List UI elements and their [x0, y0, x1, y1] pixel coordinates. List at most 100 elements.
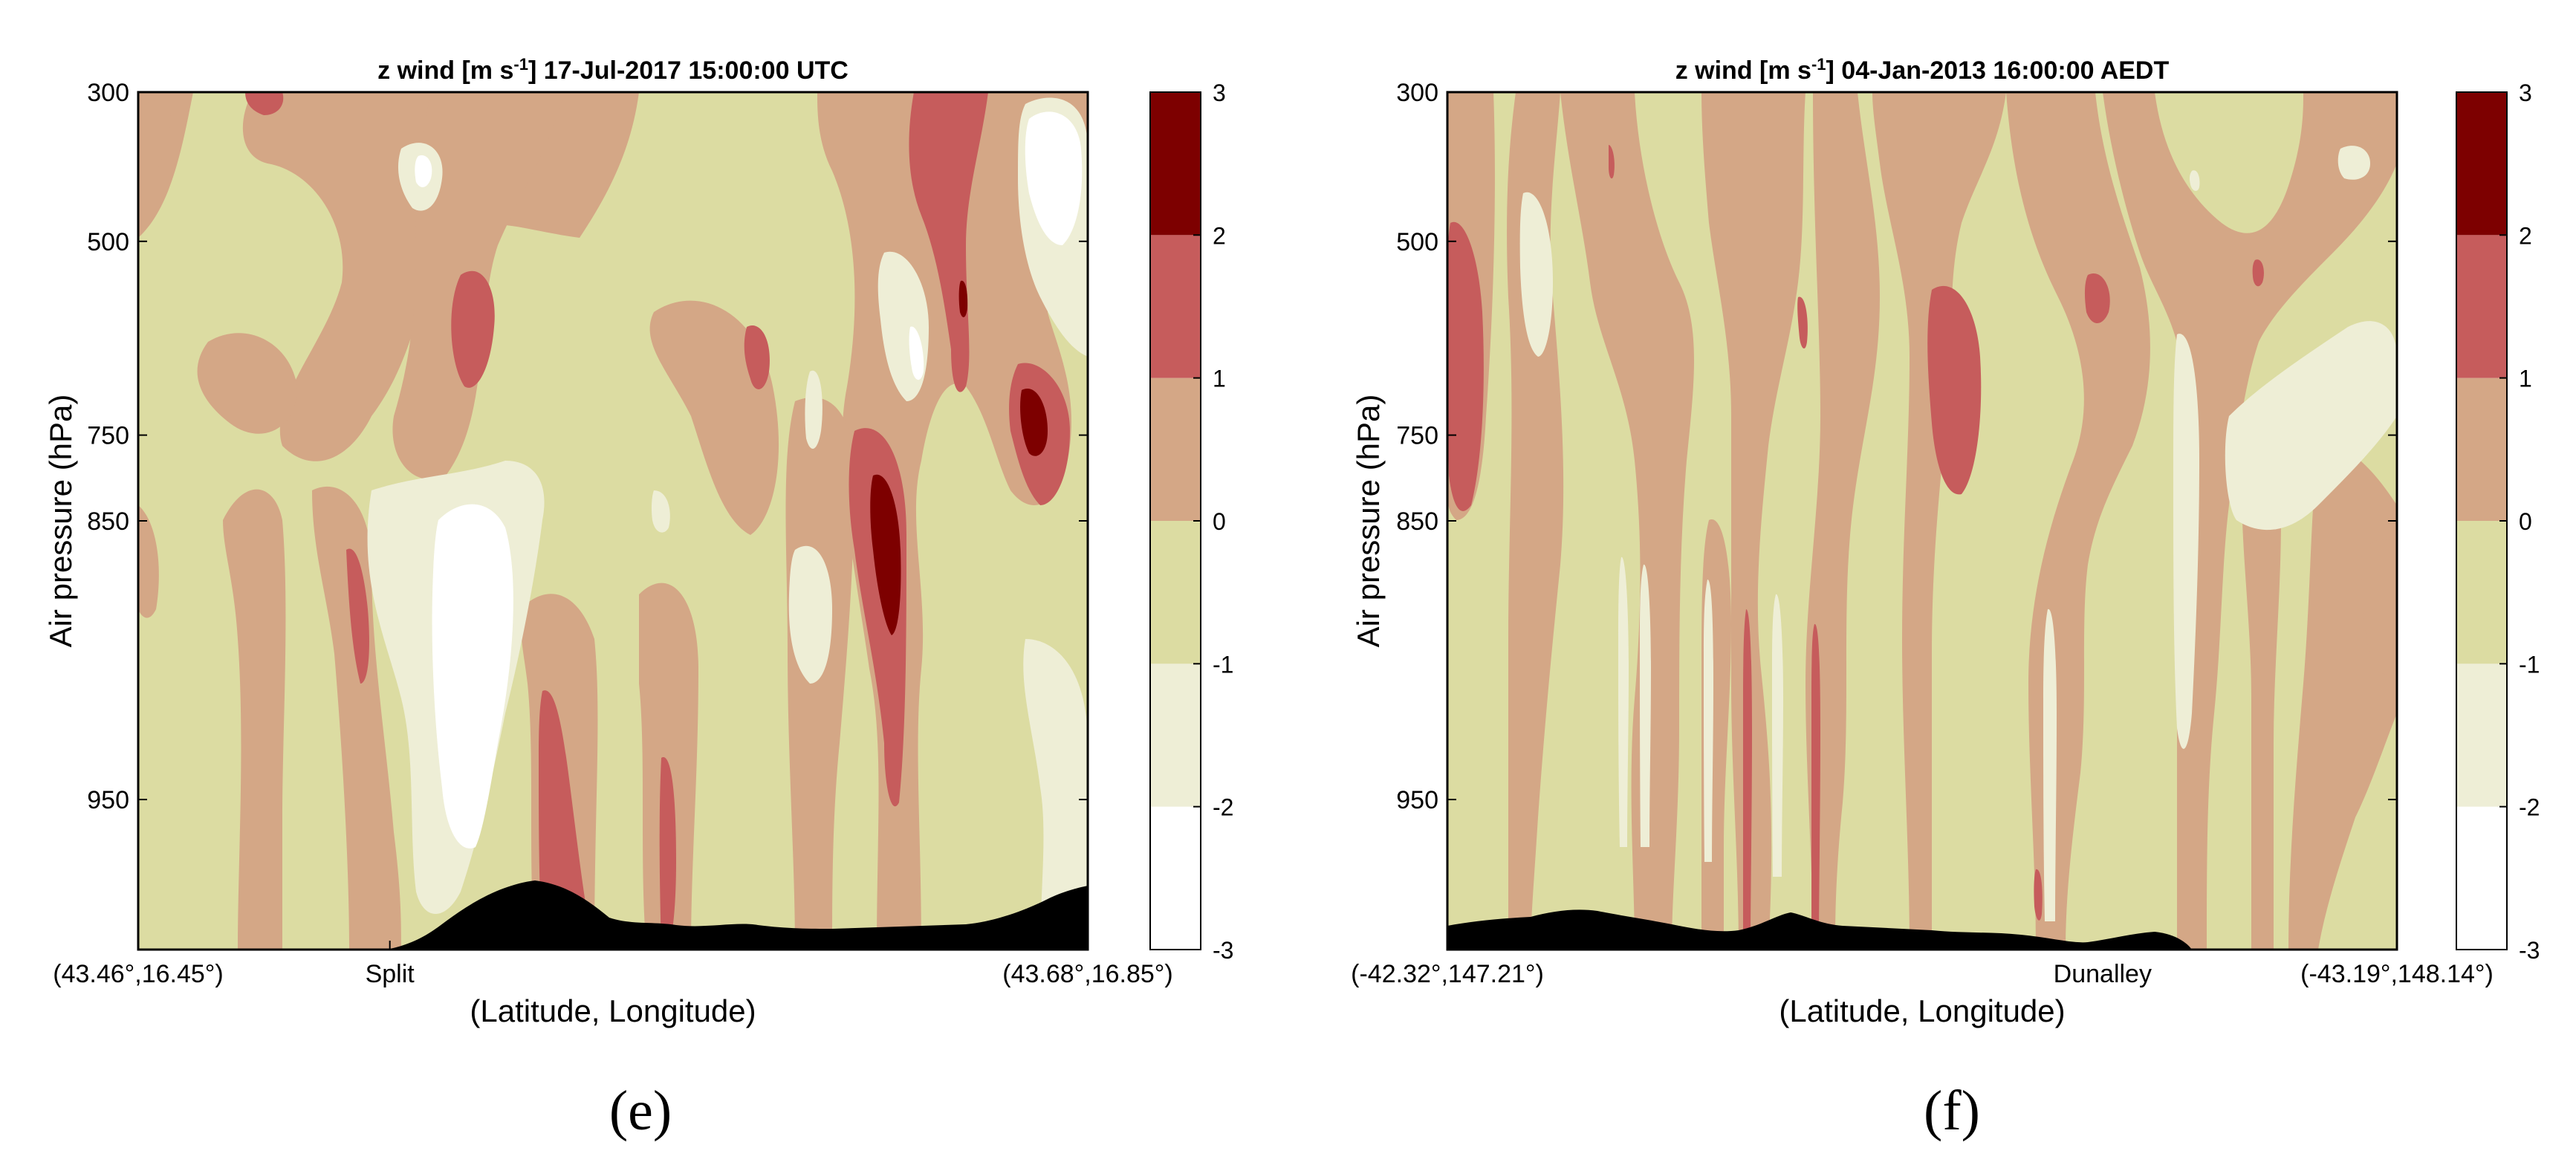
- contour-positive: [785, 397, 854, 950]
- contour-strong: [2252, 259, 2264, 287]
- panel-label-e: (e): [609, 1080, 672, 1142]
- y-tick-label: 850: [1396, 507, 1438, 536]
- x-tick-label: Split: [366, 960, 415, 988]
- contour-negative: [1618, 557, 1629, 847]
- colorbar-segment: [2456, 521, 2507, 664]
- contour-positive: [2006, 92, 2150, 950]
- contour-positive: [817, 92, 1088, 950]
- colorbar-frame: [1149, 91, 1201, 950]
- contour-negative: [788, 545, 832, 684]
- plot-frame: [137, 91, 1089, 951]
- y-axis-label: Air pressure (hPa): [43, 395, 78, 648]
- contour-min: [909, 326, 924, 380]
- contour-positive: [639, 583, 698, 950]
- y-tick-label: 950: [87, 786, 129, 814]
- colorbar-segment: [2456, 664, 2507, 807]
- contour-max: [870, 474, 901, 635]
- terrain: [1447, 909, 2192, 950]
- plot-frame: [1446, 91, 2398, 951]
- contour-min: [415, 155, 432, 187]
- contour-strong: [1811, 623, 1820, 950]
- chart-title: z wind [m s-1] 04-Jan-2013 16:00:00 AEDT: [1675, 55, 2170, 85]
- colorbar-tick-label: 0: [2519, 508, 2532, 535]
- contour-field-e: [138, 92, 1088, 950]
- y-tick-label: 950: [1396, 786, 1438, 814]
- contour-negative: [805, 370, 823, 449]
- contour-positive: [138, 92, 193, 238]
- contour-negative: [1018, 97, 1088, 357]
- colorbar-tick-label: -3: [1213, 937, 1233, 964]
- contour-positive: [312, 486, 401, 950]
- colorbar-segment: [2456, 92, 2507, 236]
- contour-negative: [651, 490, 670, 533]
- contour-negative: [367, 461, 545, 914]
- y-tick-label: 300: [87, 79, 129, 107]
- contour-strong: [1743, 609, 1752, 950]
- contour-strong: [744, 325, 770, 389]
- colorbar-segment: [1150, 377, 1201, 521]
- y-tick-label: 850: [87, 507, 129, 536]
- contour-strong: [849, 428, 906, 807]
- contour-negative: [1772, 594, 1783, 877]
- contour-strong: [539, 690, 594, 950]
- contour-positive: [223, 489, 286, 950]
- contour-positive: [392, 92, 565, 480]
- x-tick-label: Dunalley: [2054, 960, 2152, 988]
- x-axis-label: (Latitude, Longitude): [1779, 993, 2065, 1028]
- colorbar-segment: [1150, 806, 1201, 950]
- contour-strong: [1009, 363, 1070, 505]
- colorbar-f: 3 2 1 0 -1 -2 -3: [2456, 80, 2540, 964]
- contour-strong: [909, 92, 988, 392]
- contour-positive: [197, 333, 297, 434]
- contour-negative: [1023, 639, 1088, 950]
- contour-negative: [1704, 579, 1713, 862]
- contour-positive: [242, 92, 639, 461]
- contour-min: [1025, 111, 1083, 245]
- contour-negative: [2225, 321, 2397, 531]
- contour-negative: [2173, 334, 2199, 749]
- colorbar-tick-label: -3: [2519, 937, 2540, 964]
- x-tick-label: (-42.32°,147.21°): [1351, 960, 1544, 988]
- colorbar-tick-label: 2: [2519, 222, 2532, 249]
- colorbar-segment: [2456, 806, 2507, 950]
- colorbar-tick-label: 1: [1213, 366, 1226, 392]
- contour-negative: [2043, 609, 2057, 921]
- colorbar-segment: [1150, 92, 1201, 236]
- axes-f: 300 500 750 850 950 (-42.32°,147.21°) Dunalley…: [1351, 79, 2494, 988]
- x-tick-label: (-43.19°,148.14°): [2300, 960, 2494, 988]
- contour-min: [432, 504, 513, 849]
- colorbar-tick-label: -1: [1213, 651, 1233, 678]
- y-tick-label: 750: [1396, 422, 1438, 450]
- contour-field-f: [1447, 92, 2397, 950]
- colorbar-frame: [2456, 91, 2508, 950]
- contour-positive: [138, 100, 171, 193]
- colorbar-segment: [2456, 377, 2507, 521]
- contour-positive: [1447, 92, 1495, 520]
- colorbar-tick-label: 3: [2519, 80, 2532, 106]
- colorbar-segment: [1150, 664, 1201, 807]
- colorbar-tick-label: -2: [2519, 794, 2540, 821]
- colorbar-segment: [2456, 235, 2507, 378]
- contour-strong: [1797, 296, 1808, 349]
- colorbar-tick-label: 0: [1213, 508, 1226, 535]
- colorbar-tick-label: 1: [2519, 366, 2532, 392]
- contour-max: [958, 280, 968, 317]
- contour-positive: [520, 594, 598, 950]
- x-tick-label: (43.68°,16.85°): [1002, 960, 1172, 988]
- colorbar-tick-label: 3: [1213, 80, 1226, 106]
- contour-strong: [1447, 221, 1484, 511]
- contour-positive: [1507, 92, 1564, 950]
- contour-positive: [1806, 92, 1880, 950]
- contour-max: [1020, 389, 1048, 456]
- contour-strong: [346, 548, 369, 684]
- y-axis-label: Air pressure (hPa): [1351, 395, 1386, 648]
- axes-e: 300 500 750 850 950 (43.46°,16.45°) Split (43.6…: [53, 79, 1172, 988]
- contour-negative: [1519, 192, 1553, 357]
- contour-positive: [1701, 92, 1806, 950]
- x-tick-label: (43.46°,16.45°): [53, 960, 223, 988]
- field-background: [1447, 92, 2397, 950]
- contour-positive: [649, 300, 779, 535]
